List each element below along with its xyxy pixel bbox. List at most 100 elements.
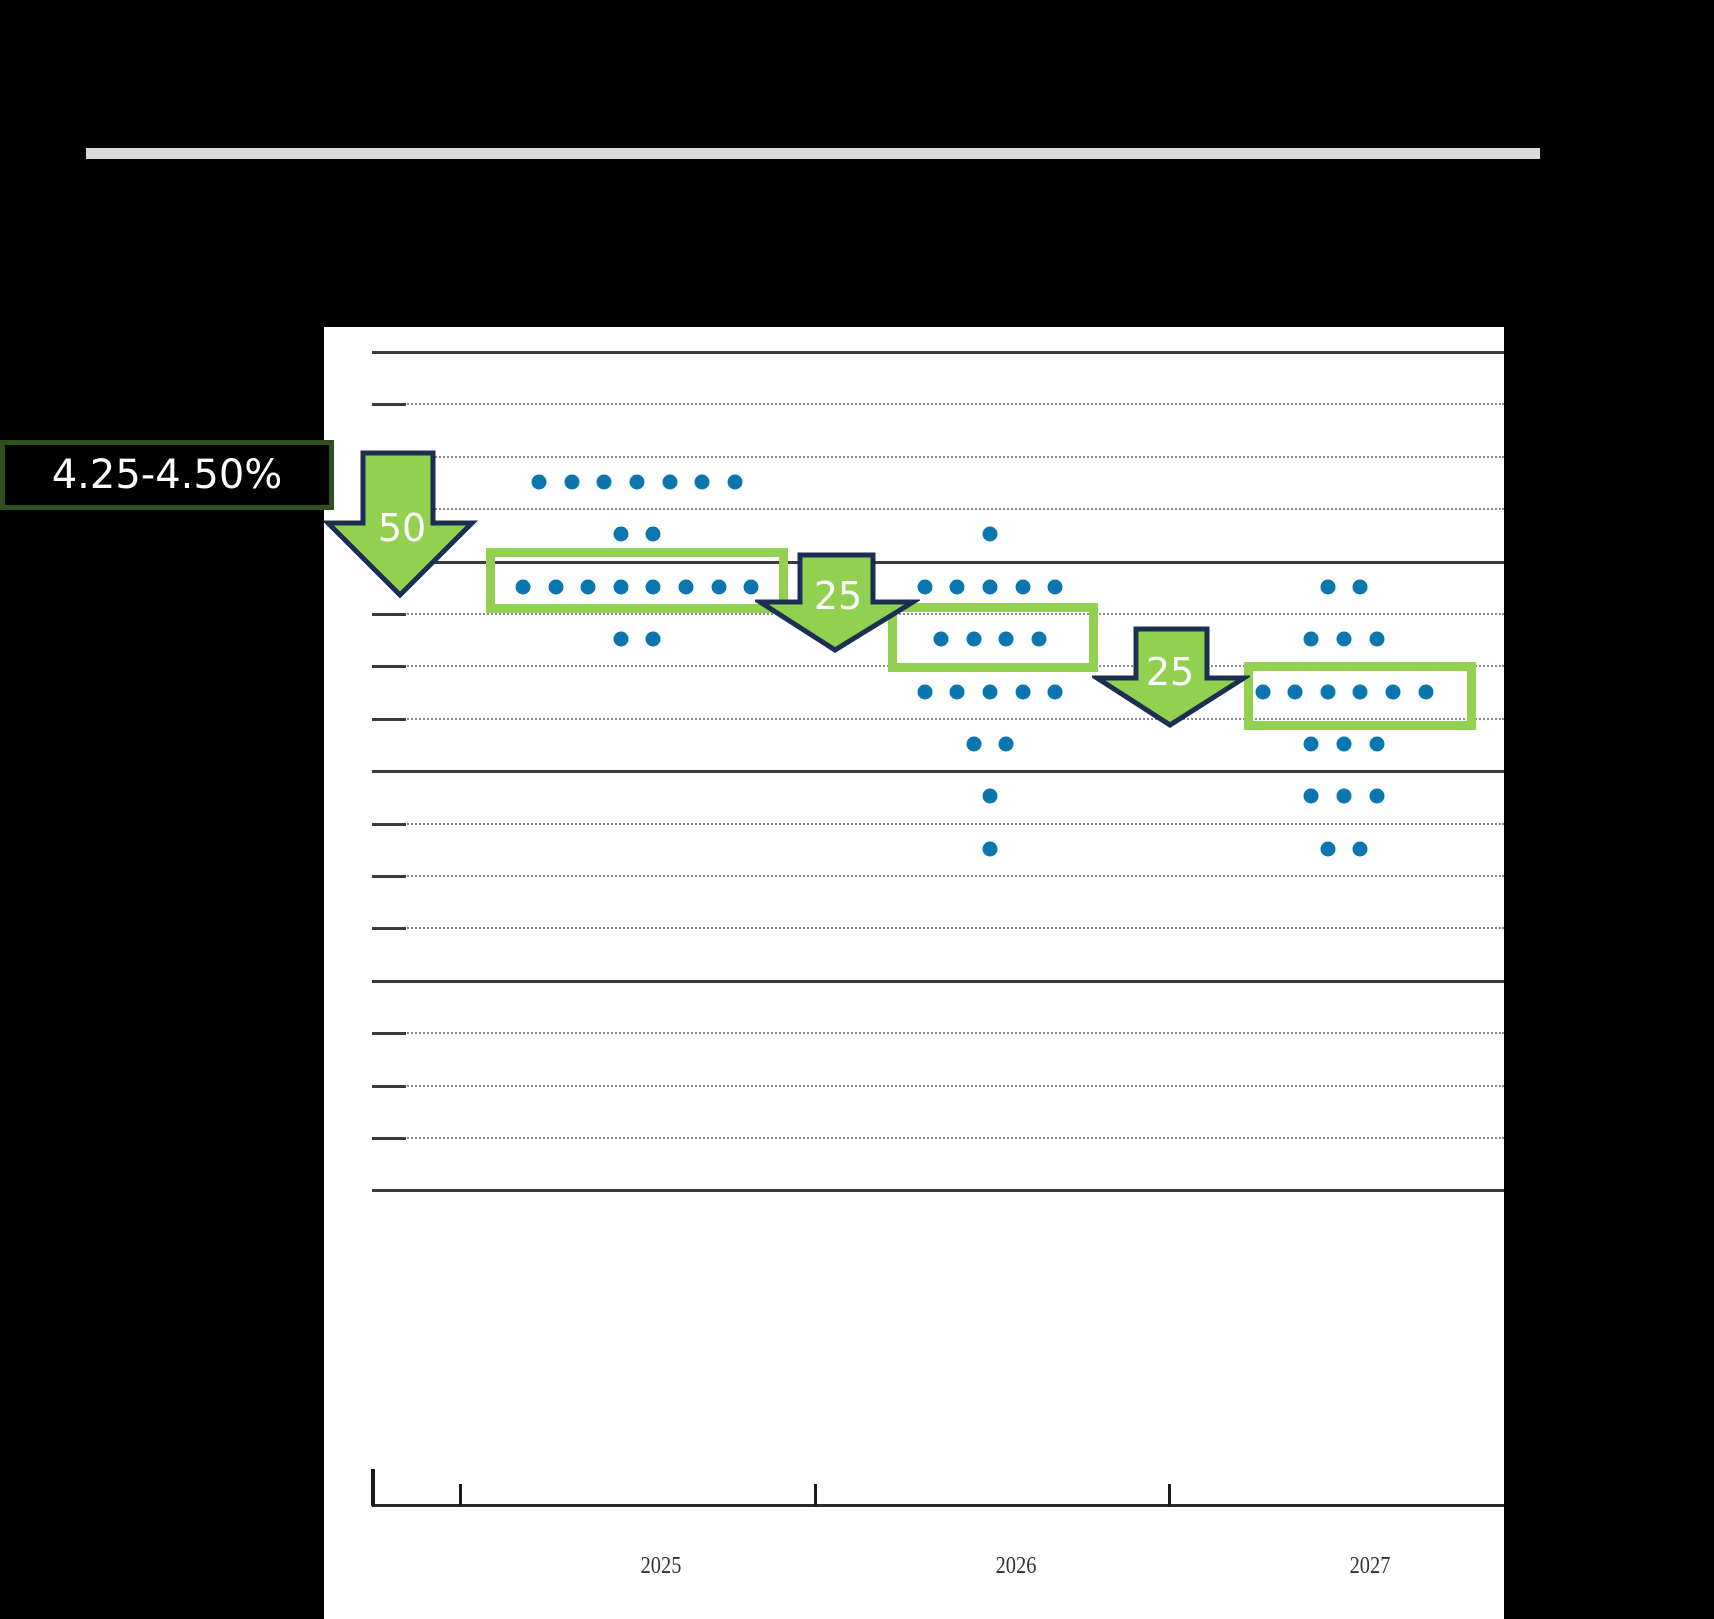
participant-dot <box>694 474 710 490</box>
current-rate-range-label: 4.25-4.50% <box>0 440 334 510</box>
participant-dot <box>662 474 678 490</box>
median-box-2026 <box>888 603 1098 672</box>
participant-dot <box>1369 631 1385 647</box>
participant-dot <box>645 526 661 542</box>
y-axis-tick <box>372 927 406 931</box>
participant-dot <box>678 579 694 595</box>
x-axis-origin-tick <box>371 1469 375 1506</box>
participant-dot <box>645 579 661 595</box>
participant-dot <box>966 631 982 647</box>
y-axis-tick <box>372 613 406 616</box>
gridline-minor <box>372 927 1504 930</box>
gridline-minor <box>372 1084 1504 1087</box>
participant-dot <box>1320 684 1336 700</box>
participant-dot <box>1336 736 1352 752</box>
gridline-minor <box>372 822 1504 825</box>
participant-dot <box>1336 788 1352 804</box>
x-axis-label-2027: 2027 <box>1349 1553 1391 1579</box>
participant-dot <box>548 579 563 595</box>
y-axis-tick <box>372 665 406 669</box>
participant-dot <box>564 474 580 490</box>
gridline-minor <box>372 455 1504 458</box>
x-axis-tick <box>1168 1484 1171 1506</box>
participant-dot <box>982 841 998 857</box>
participant-dot <box>917 684 933 700</box>
participant-dot <box>982 684 998 700</box>
y-axis-tick <box>372 822 406 826</box>
down-arrow-icon <box>755 552 920 653</box>
participant-dot <box>1369 788 1385 804</box>
x-axis-tick <box>814 1484 817 1506</box>
gridline-minor <box>372 717 1504 720</box>
median-box-2025 <box>486 548 788 613</box>
down-arrow-icon <box>1092 626 1250 728</box>
participant-dot <box>629 474 645 490</box>
y-axis-tick <box>372 875 406 878</box>
gridline-major <box>372 770 1504 774</box>
participant-dot <box>1336 631 1352 647</box>
participant-dot <box>1320 841 1336 857</box>
participant-dot <box>1031 631 1047 647</box>
gridline-minor <box>372 613 1504 615</box>
gridline-minor <box>372 1137 1504 1139</box>
participant-dot <box>580 579 596 595</box>
participant-dot <box>711 579 726 595</box>
x-axis-line <box>372 1504 1504 1507</box>
participant-dot <box>998 631 1014 647</box>
participant-dot <box>743 579 759 595</box>
y-axis-tick <box>372 1084 406 1088</box>
gridline-minor <box>372 1032 1504 1035</box>
participant-dot <box>982 579 998 595</box>
y-axis-tick <box>372 717 406 721</box>
participant-dot <box>1047 579 1063 595</box>
participant-dot <box>1303 788 1319 804</box>
participant-dot <box>613 526 629 542</box>
participant-dot <box>1287 684 1303 700</box>
participant-dot <box>1015 579 1031 595</box>
participant-dot <box>1320 579 1336 595</box>
participant-dot <box>1352 579 1368 595</box>
x-axis-tick <box>459 1484 462 1506</box>
gridline-minor <box>372 508 1504 511</box>
cut-label-25: 25 <box>1145 650 1195 694</box>
gridline-minor <box>372 875 1504 877</box>
cut-label-25: 25 <box>813 574 863 618</box>
participant-dot <box>727 474 743 490</box>
participant-dot <box>982 526 998 542</box>
y-axis-tick <box>372 1137 406 1140</box>
participant-dot <box>949 579 965 595</box>
gridline-minor <box>372 403 1504 406</box>
participant-dot <box>1352 841 1368 857</box>
participant-dot <box>966 736 982 752</box>
gridline-major <box>372 560 1504 564</box>
participant-dot <box>515 579 531 595</box>
down-arrow-icon <box>321 450 479 599</box>
median-box-2027 <box>1244 662 1476 730</box>
participant-dot <box>1352 684 1368 700</box>
participant-dot <box>998 736 1014 752</box>
x-axis-label-2026: 2026 <box>995 1553 1037 1579</box>
participant-dot <box>1015 684 1031 700</box>
participant-dot <box>917 579 933 595</box>
participant-dot <box>1303 736 1319 752</box>
title-divider <box>86 148 1540 159</box>
y-axis-tick <box>372 1032 406 1036</box>
participant-dot <box>613 631 629 647</box>
participant-dot <box>1369 736 1385 752</box>
participant-dot <box>596 474 612 490</box>
participant-dot <box>1255 684 1270 700</box>
participant-dot <box>613 579 629 595</box>
participant-dot <box>1385 684 1401 700</box>
y-axis-tick <box>372 403 406 407</box>
participant-dot <box>949 684 965 700</box>
gridline-major <box>372 351 1504 354</box>
gridline-major <box>372 979 1504 983</box>
gridline-major <box>372 1189 1504 1193</box>
participant-dot <box>1418 684 1433 700</box>
participant-dot <box>1303 631 1319 647</box>
dot-plot-panel: 2025 2026 2027 <box>324 327 1504 1619</box>
cut-label-50: 50 <box>377 506 427 550</box>
participant-dot <box>531 474 547 490</box>
participant-dot <box>933 631 949 647</box>
x-axis-label-2025: 2025 <box>640 1553 682 1579</box>
